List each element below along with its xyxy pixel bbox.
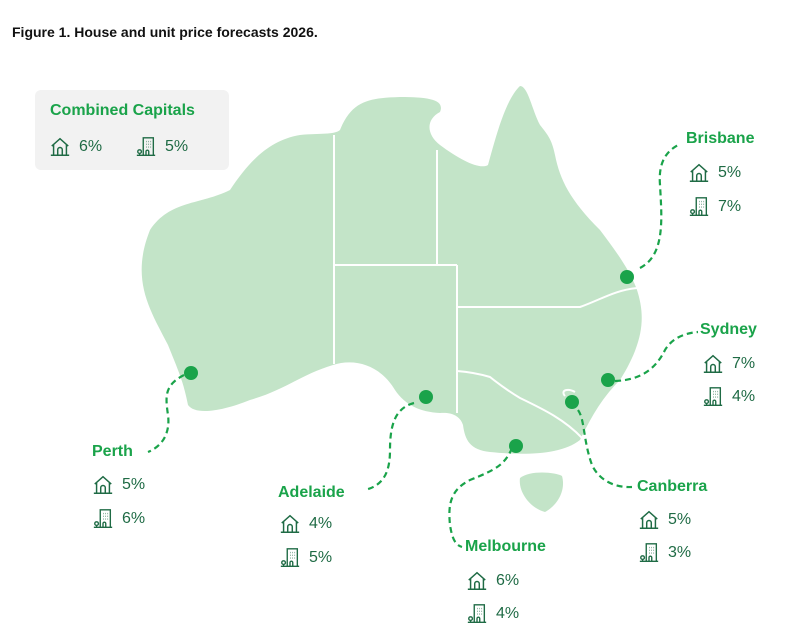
sydney-house-stat: 7% — [702, 353, 755, 375]
adelaide-unit-stat: 5% — [279, 547, 332, 569]
perth-dot — [184, 366, 198, 380]
brisbane-dot — [620, 270, 634, 284]
apartment-building-icon — [467, 604, 487, 623]
house-icon — [93, 475, 113, 494]
combined-unit-stat: 5% — [135, 136, 188, 158]
sydney-dot — [601, 373, 615, 387]
brisbane-unit-value: 7% — [718, 198, 742, 215]
brisbane-house-value: 5% — [718, 164, 742, 181]
apartment-building-icon — [93, 509, 113, 528]
melbourne-house-stat: 6% — [466, 570, 519, 592]
canberra-unit-value: 3% — [668, 544, 692, 561]
apartment-building-icon — [280, 548, 300, 567]
melbourne-unit-stat: 4% — [466, 603, 519, 625]
canberra-label: Canberra — [637, 478, 708, 495]
connector-lines — [147, 143, 699, 549]
house-icon — [689, 163, 709, 182]
combined-capitals-box: Combined Capitals 6% 5% — [35, 90, 229, 170]
melbourne-unit-value: 4% — [496, 605, 520, 622]
combined-unit-value: 5% — [165, 138, 189, 155]
melbourne-house-value: 6% — [496, 572, 520, 589]
mainland-shape — [141, 86, 642, 454]
house-icon — [467, 571, 487, 590]
combined-house-value: 6% — [79, 138, 103, 155]
melbourne-dot — [509, 439, 523, 453]
perth-unit-stat: 6% — [92, 508, 145, 530]
combined-capitals-label: Combined Capitals — [50, 102, 195, 119]
canberra-house-value: 5% — [668, 511, 692, 528]
perth-house-stat: 5% — [92, 474, 145, 496]
apartment-building-icon — [689, 197, 709, 216]
apartment-building-icon — [703, 387, 723, 406]
house-icon — [703, 354, 723, 373]
brisbane-unit-stat: 7% — [688, 196, 741, 218]
city-dots — [184, 270, 634, 453]
apartment-building-icon — [639, 543, 659, 562]
sydney-unit-stat: 4% — [702, 386, 755, 408]
melbourne-label: Melbourne — [465, 538, 546, 555]
tasmania-shape — [519, 472, 564, 512]
house-icon — [50, 137, 70, 156]
state-borders — [333, 135, 638, 439]
house-icon — [639, 510, 659, 529]
adelaide-dot — [419, 390, 433, 404]
perth-unit-value: 6% — [122, 510, 146, 527]
sydney-unit-value: 4% — [732, 388, 756, 405]
adelaide-label: Adelaide — [278, 484, 345, 501]
sydney-house-value: 7% — [732, 355, 756, 372]
canberra-unit-stat: 3% — [638, 542, 691, 564]
brisbane-house-stat: 5% — [688, 162, 741, 184]
sydney-label: Sydney — [700, 321, 757, 338]
apartment-building-icon — [136, 137, 156, 156]
house-icon — [280, 514, 300, 533]
perth-house-value: 5% — [122, 476, 146, 493]
brisbane-label: Brisbane — [686, 130, 755, 147]
canberra-house-stat: 5% — [638, 509, 691, 531]
adelaide-house-value: 4% — [309, 515, 333, 532]
figure-title: Figure 1. House and unit price forecasts… — [12, 24, 318, 40]
adelaide-house-stat: 4% — [279, 513, 332, 535]
adelaide-unit-value: 5% — [309, 549, 333, 566]
combined-house-stat: 6% — [49, 136, 102, 158]
perth-label: Perth — [92, 443, 133, 460]
canberra-dot — [565, 395, 579, 409]
